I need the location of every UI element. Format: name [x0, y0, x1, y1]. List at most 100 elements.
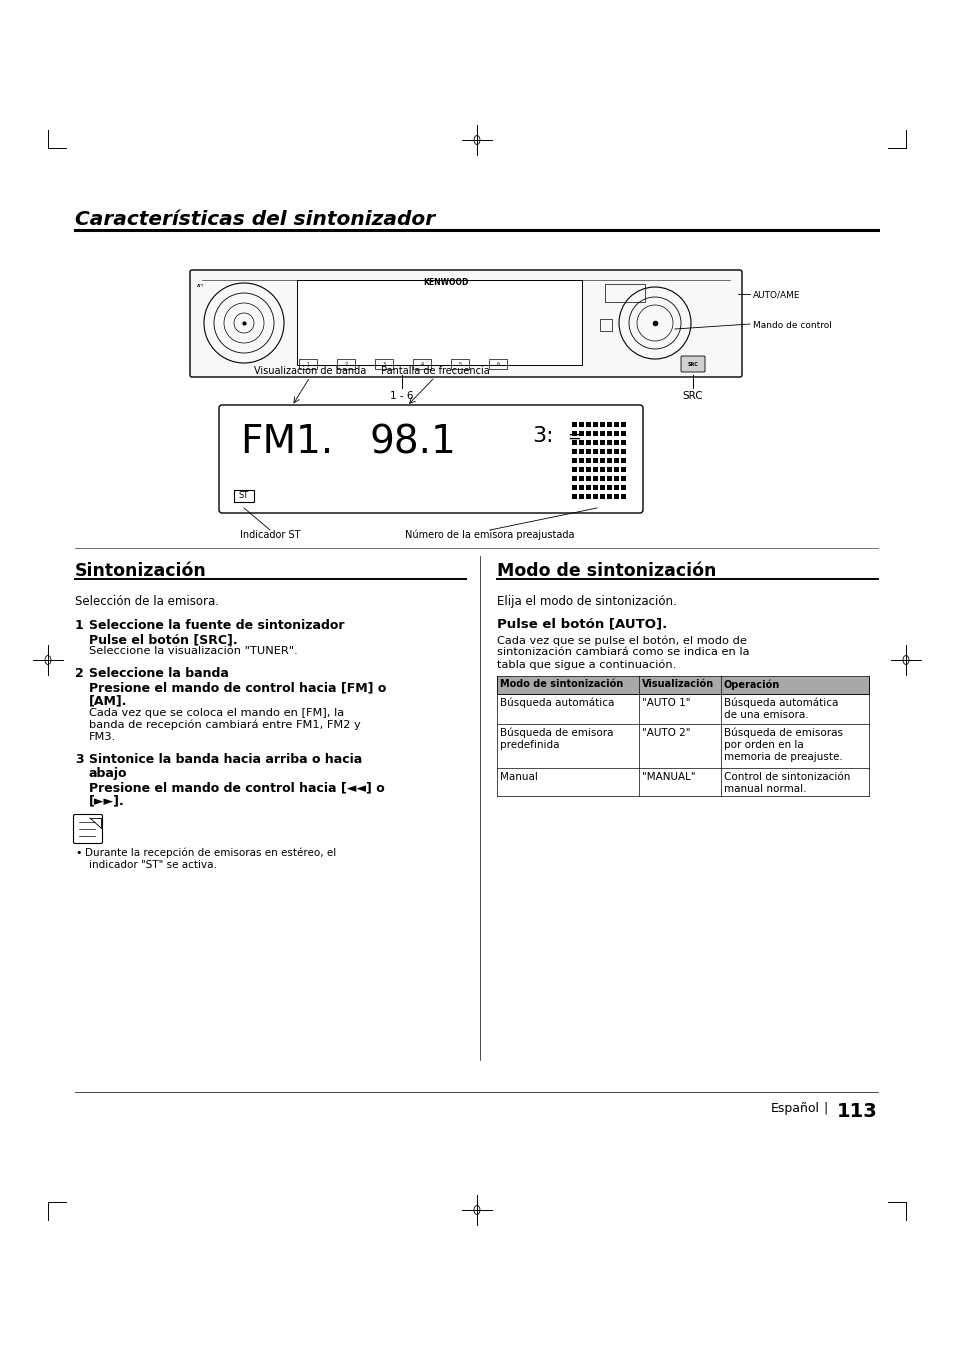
Bar — [614, 440, 618, 446]
Bar — [620, 477, 625, 481]
Bar — [606, 485, 612, 490]
Bar — [572, 477, 577, 481]
Text: Sintonice la banda hacia arriba o hacia: Sintonice la banda hacia arriba o hacia — [89, 753, 362, 765]
Text: Modo de sintonización: Modo de sintonización — [499, 679, 622, 688]
Text: Presione el mando de control hacia [◄◄] o: Presione el mando de control hacia [◄◄] … — [89, 782, 384, 794]
Text: •: • — [75, 848, 81, 859]
Bar — [620, 440, 625, 446]
Text: Búsqueda de emisora
predefinida: Búsqueda de emisora predefinida — [499, 728, 613, 751]
Text: Cada vez que se coloca el mando en [FM], la: Cada vez que se coloca el mando en [FM],… — [89, 707, 344, 718]
Text: FM1.: FM1. — [240, 423, 333, 460]
Text: ATT: ATT — [196, 284, 204, 288]
Bar — [614, 423, 618, 427]
Text: sintonización cambiará como se indica en la: sintonización cambiará como se indica en… — [497, 647, 749, 657]
Bar — [593, 440, 598, 446]
Bar — [604, 284, 644, 302]
Bar — [620, 423, 625, 427]
Bar — [606, 494, 612, 499]
Bar — [599, 477, 604, 481]
Bar — [620, 458, 625, 463]
Text: 3: 3 — [382, 362, 385, 366]
Bar — [620, 485, 625, 490]
Bar — [614, 494, 618, 499]
Bar — [585, 458, 590, 463]
Text: Operación: Operación — [723, 679, 780, 690]
Text: Seleccione la fuente de sintonizador: Seleccione la fuente de sintonizador — [89, 620, 344, 632]
Text: 1 - 6: 1 - 6 — [390, 392, 414, 401]
Bar — [614, 485, 618, 490]
Text: Presione el mando de control hacia [FM] o: Presione el mando de control hacia [FM] … — [89, 680, 386, 694]
Text: Pulse el botón [SRC].: Pulse el botón [SRC]. — [89, 633, 237, 647]
Bar — [614, 431, 618, 436]
Bar — [599, 319, 612, 331]
Text: AUTO/AME: AUTO/AME — [752, 292, 800, 300]
Text: Español: Español — [770, 1102, 820, 1115]
Text: "AUTO 1": "AUTO 1" — [641, 698, 690, 707]
Text: Seleccione la banda: Seleccione la banda — [89, 667, 229, 680]
Bar — [578, 450, 583, 454]
Bar — [336, 359, 355, 369]
Bar — [599, 450, 604, 454]
Bar — [572, 450, 577, 454]
Text: Indicador ST: Indicador ST — [239, 531, 300, 540]
Text: Manual: Manual — [499, 772, 537, 782]
Bar — [620, 467, 625, 472]
Text: 1: 1 — [306, 362, 309, 366]
Text: Características del sintonizador: Características del sintonizador — [75, 211, 435, 230]
Text: Búsqueda de emisoras
por orden en la
memoria de preajuste.: Búsqueda de emisoras por orden en la mem… — [723, 728, 842, 761]
Bar — [572, 485, 577, 490]
Text: Selección de la emisora.: Selección de la emisora. — [75, 595, 219, 608]
Bar — [572, 467, 577, 472]
Bar — [572, 440, 577, 446]
Bar — [585, 494, 590, 499]
Bar — [585, 477, 590, 481]
Text: Búsqueda automática: Búsqueda automática — [499, 698, 614, 709]
Text: Visualización de banda: Visualización de banda — [253, 366, 366, 377]
Text: SRC: SRC — [682, 392, 702, 401]
Bar — [593, 485, 598, 490]
Bar — [599, 494, 604, 499]
Text: 3:: 3: — [532, 427, 553, 446]
Bar — [620, 494, 625, 499]
Bar — [578, 467, 583, 472]
Text: indicador "ST" se activa.: indicador "ST" se activa. — [89, 860, 216, 869]
FancyBboxPatch shape — [219, 405, 642, 513]
Bar — [233, 490, 253, 502]
Text: KENWOOD: KENWOOD — [423, 278, 468, 288]
Bar — [614, 477, 618, 481]
Bar — [620, 450, 625, 454]
Text: 98.1: 98.1 — [370, 423, 456, 460]
Bar — [593, 431, 598, 436]
Bar — [585, 467, 590, 472]
Bar — [585, 450, 590, 454]
Bar — [593, 450, 598, 454]
Bar — [606, 431, 612, 436]
Text: SRC: SRC — [687, 362, 698, 366]
Bar — [614, 450, 618, 454]
Bar — [451, 359, 469, 369]
Text: Búsqueda automática
de una emisora.: Búsqueda automática de una emisora. — [723, 698, 838, 720]
Bar — [599, 440, 604, 446]
Bar — [614, 467, 618, 472]
Text: abajo: abajo — [89, 767, 128, 780]
Text: 3: 3 — [75, 753, 84, 765]
Bar — [593, 458, 598, 463]
Bar — [606, 440, 612, 446]
Text: Modo de sintonización: Modo de sintonización — [497, 562, 716, 580]
Text: tabla que sigue a continuación.: tabla que sigue a continuación. — [497, 659, 676, 670]
Text: Pantalla de frecuencia: Pantalla de frecuencia — [380, 366, 489, 377]
Bar — [606, 477, 612, 481]
Bar — [593, 423, 598, 427]
Text: 1: 1 — [75, 620, 84, 632]
Bar — [578, 423, 583, 427]
Text: 2: 2 — [75, 667, 84, 680]
FancyBboxPatch shape — [190, 270, 741, 377]
Bar — [375, 359, 393, 369]
Bar — [606, 467, 612, 472]
Bar — [578, 431, 583, 436]
FancyBboxPatch shape — [680, 356, 704, 373]
Text: 113: 113 — [837, 1102, 877, 1120]
Bar — [585, 431, 590, 436]
Text: 2: 2 — [344, 362, 347, 366]
Text: FM3.: FM3. — [89, 732, 116, 742]
